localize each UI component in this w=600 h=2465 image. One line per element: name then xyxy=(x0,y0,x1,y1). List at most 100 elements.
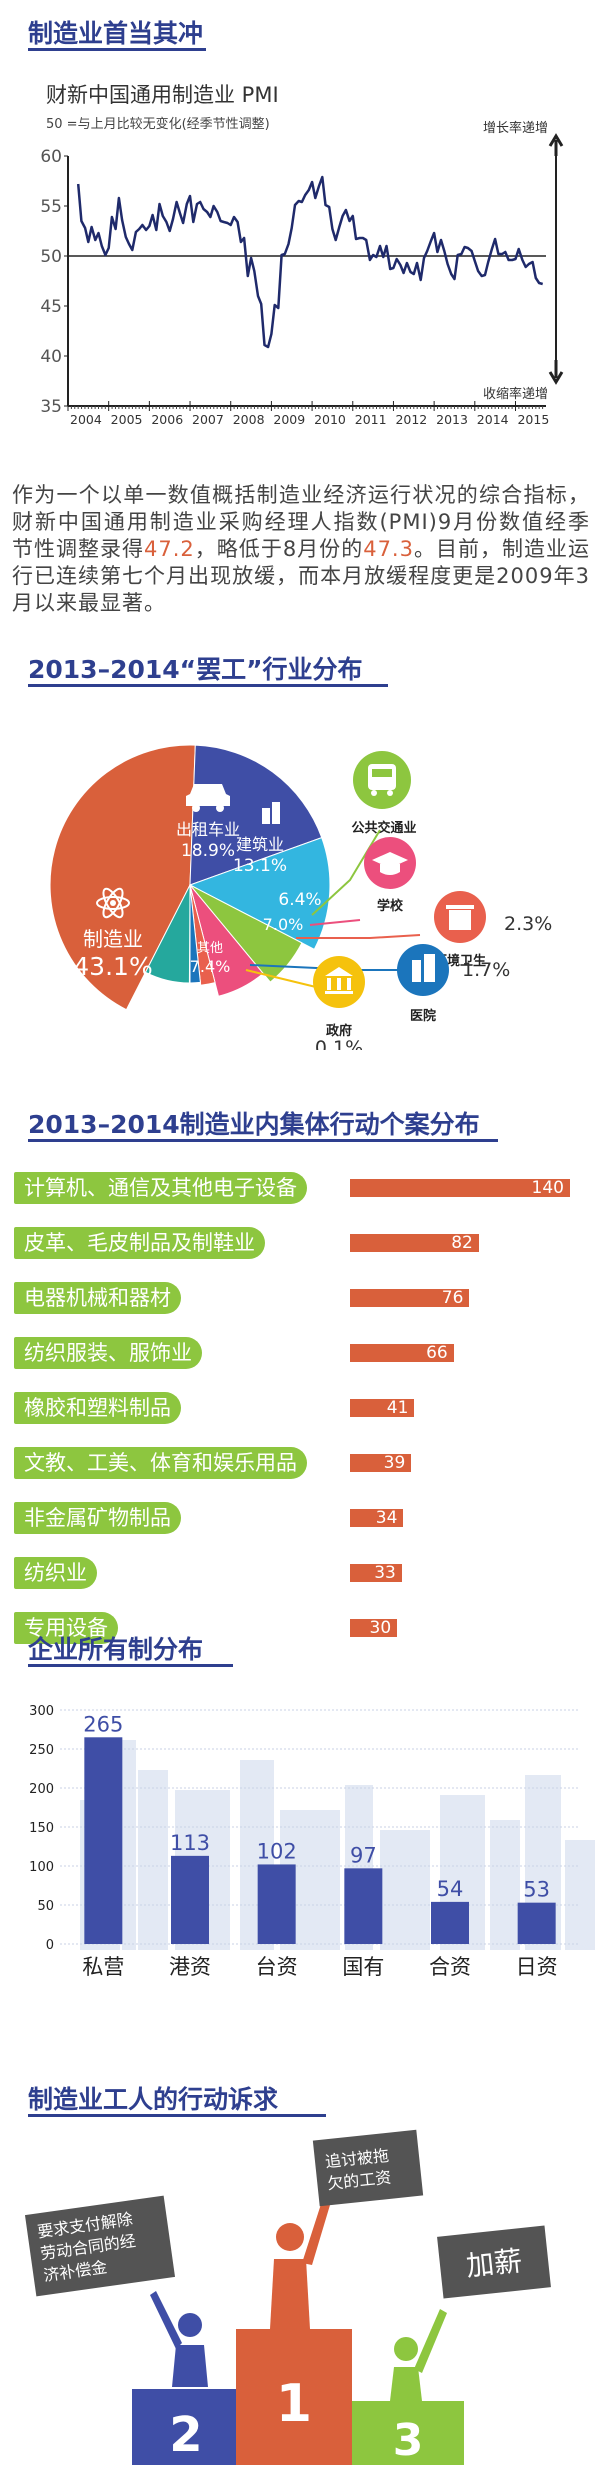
industry-category-label: 非金属矿物制品 xyxy=(14,1502,181,1534)
industry-bar xyxy=(350,1619,398,1637)
taxi-car-icon xyxy=(186,784,230,812)
pie-outer-category-label: 政府 xyxy=(326,1023,352,1039)
pmi-line-chart: 财新中国通用制造业 PMI 50 =与上月比较无变化(经季节性调整) 增长率递增… xyxy=(40,83,564,427)
podium-block-3 xyxy=(352,2401,464,2465)
growth-arrow-icon xyxy=(548,133,564,156)
worker-figure-green xyxy=(390,2309,447,2401)
podium-number-1: 1 xyxy=(276,2374,312,2434)
pmi-y-tick-label: 45 xyxy=(40,297,62,317)
worker-figure-blue xyxy=(150,2291,208,2387)
pmi-x-tick-label: 2008 xyxy=(233,412,265,427)
ownership-category-label: 私营 xyxy=(82,1955,124,1979)
pie-category-label: 建筑业 xyxy=(236,835,284,854)
ownership-y-tick-label: 200 xyxy=(29,1782,54,1797)
industry-bar-value: 66 xyxy=(426,1343,448,1363)
industry-bar-value: 33 xyxy=(374,1563,396,1583)
industry-bar xyxy=(350,1564,402,1582)
pmi-y-tick-label: 55 xyxy=(40,197,62,217)
industry-category-label: 纺织服装、服饰业 xyxy=(14,1337,202,1369)
pie-value-label: 7.4% xyxy=(190,957,231,976)
industry-category-label: 电器机械和器材 xyxy=(14,1282,181,1314)
sign-raise-text: 加薪 xyxy=(465,2244,524,2283)
demands-podium-illustration: 2 1 3 要求支付解除 劳动合同的经 济补偿金 追讨被拖 欠的工资 加薪 xyxy=(24,2129,551,2465)
ownership-y-tick-label: 250 xyxy=(29,1743,54,1758)
pie-value-label: 13.1% xyxy=(233,856,287,876)
industry-bar-chart: 计算机、通信及其他电子设备 140 皮革、毛皮制品及制鞋业 82 电器机械和器材 76 纺织… xyxy=(0,1160,600,1644)
industry-bar-value: 76 xyxy=(441,1288,464,1308)
pie-category-label: 制造业 xyxy=(83,927,143,951)
industry-bar-value: 34 xyxy=(375,1508,398,1528)
podium-block-2 xyxy=(132,2389,248,2465)
industry-bar xyxy=(350,1344,454,1362)
pie-outer-value-label: 2.3% xyxy=(504,913,552,935)
pmi-y-tick-label: 60 xyxy=(40,147,62,167)
section-title-collective-action: 2013–2014制造业内集体行动个案分布 xyxy=(28,1110,480,1139)
pie-slice xyxy=(189,884,216,986)
industry-bar-value: 41 xyxy=(386,1398,409,1418)
pie-category-label: 其他 xyxy=(197,941,223,956)
title-underline xyxy=(28,684,388,687)
pmi-x-tick-label: 2012 xyxy=(395,412,427,427)
pie-outer-value-label: 1.7% xyxy=(462,959,510,981)
section-title-strike-distribution: 2013–2014“罢工”行业分布 xyxy=(28,655,363,684)
ownership-bar xyxy=(517,1902,556,1944)
hospital-building-icon xyxy=(397,944,449,996)
ownership-category-label: 日资 xyxy=(516,1955,558,1979)
pmi-description: 作为一个以单一数值概括制造业经济运行状况的综合指标，财新中国通用制造业采购经理人… xyxy=(12,482,590,617)
industry-bar xyxy=(350,1399,415,1417)
section-title-manufacturing: 制造业首当其冲 xyxy=(28,19,204,48)
government-building-icon xyxy=(313,956,365,1008)
pie-value-label: 18.9% xyxy=(181,841,235,861)
podium-number-3: 3 xyxy=(393,2415,424,2465)
pie-slice xyxy=(189,744,323,886)
title-underline xyxy=(28,2114,326,2117)
pie-category-label: 出租车业 xyxy=(176,820,240,839)
ownership-y-tick-label: 150 xyxy=(29,1821,54,1836)
para-value-1: 47.2 xyxy=(144,537,195,561)
para-text-2: ，略低于8月份的 xyxy=(194,537,364,561)
ownership-bar-chart: 0 50 100 150 200 250 300 265 私营 113 港资 102 台资 97 国有 54… xyxy=(29,1704,595,1979)
ownership-bar-value: 265 xyxy=(83,1712,123,1736)
graduation-cap-icon xyxy=(364,837,416,889)
pmi-x-tick-label: 2009 xyxy=(273,412,305,427)
industry-bar-value: 82 xyxy=(451,1233,473,1253)
title-underline xyxy=(28,1139,498,1142)
industry-category-label: 计算机、通信及其他电子设备 xyxy=(14,1172,307,1204)
pmi-y-tick-label: 35 xyxy=(40,397,62,417)
industry-bar xyxy=(350,1509,404,1527)
ownership-category-label: 国有 xyxy=(342,1955,384,1979)
industry-bar xyxy=(350,1234,479,1252)
ownership-y-tick-label: 0 xyxy=(46,1938,54,1953)
pmi-chart-subtitle: 50 =与上月比较无变化(经季节性调整) xyxy=(46,116,270,132)
construction-building-icon xyxy=(262,802,280,824)
growth-annotation: 增长率递增 xyxy=(483,120,548,136)
sign-unpaid-wages: 追讨被拖 欠的工资 xyxy=(312,2129,424,2207)
industry-bar xyxy=(350,1454,412,1472)
pmi-x-tick-label: 2014 xyxy=(477,412,509,427)
pmi-x-tick-label: 2015 xyxy=(517,412,549,427)
worker-figure-orange xyxy=(270,2201,330,2329)
pie-outer-value-label: 0.1% xyxy=(315,1037,363,1050)
pie-outer-category-label: 公共交通业 xyxy=(351,820,416,836)
pmi-x-tick-label: 2004 xyxy=(70,412,102,427)
ownership-bar-value: 102 xyxy=(257,1839,297,1863)
pie-value-label: 43.1% xyxy=(73,952,152,981)
pmi-x-tick-label: 2010 xyxy=(314,412,346,427)
industry-bar-value: 30 xyxy=(369,1618,392,1638)
pmi-series-line xyxy=(76,175,544,349)
industry-bar-value: 140 xyxy=(531,1178,564,1198)
connector-line-school xyxy=(309,919,361,926)
podium-number-2: 2 xyxy=(169,2407,202,2463)
industry-bar-value: 39 xyxy=(383,1453,406,1473)
industry-category-label: 专用设备 xyxy=(14,1612,118,1644)
pie-value-label: 6.4% xyxy=(278,890,321,910)
industry-category-label: 皮革、毛皮制品及制鞋业 xyxy=(14,1227,265,1259)
ownership-bar-value: 54 xyxy=(437,1877,464,1901)
pie-slice xyxy=(188,836,331,950)
industry-bar xyxy=(350,1179,570,1197)
ownership-bar xyxy=(431,1901,469,1944)
pmi-y-tick-label: 40 xyxy=(40,347,62,367)
sign-severance: 要求支付解除 劳动合同的经 济补偿金 xyxy=(24,2195,176,2297)
trash-bin-icon xyxy=(434,891,486,943)
ownership-category-label: 港资 xyxy=(169,1955,211,1979)
